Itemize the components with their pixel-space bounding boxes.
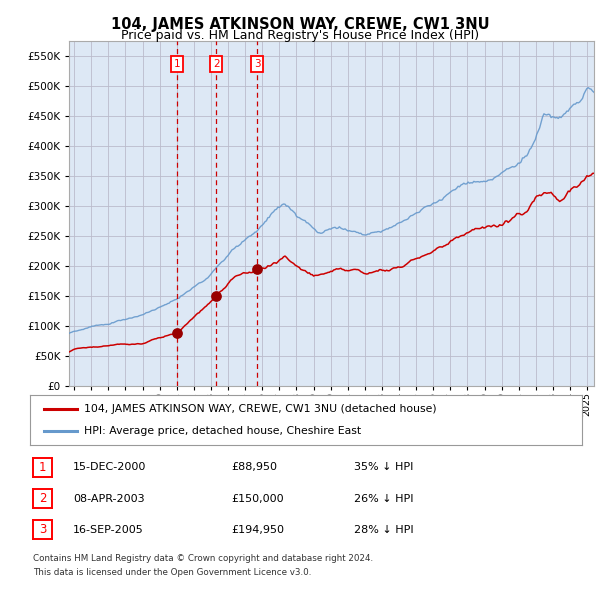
Text: 08-APR-2003: 08-APR-2003 [73,494,145,503]
Text: 1: 1 [173,59,180,68]
Text: 26% ↓ HPI: 26% ↓ HPI [354,494,413,503]
Text: 3: 3 [39,523,46,536]
Text: Contains HM Land Registry data © Crown copyright and database right 2024.: Contains HM Land Registry data © Crown c… [33,554,373,563]
Text: Price paid vs. HM Land Registry's House Price Index (HPI): Price paid vs. HM Land Registry's House … [121,30,479,42]
Text: 1: 1 [39,461,46,474]
Text: 35% ↓ HPI: 35% ↓ HPI [354,463,413,472]
Point [253,265,262,274]
Point [211,291,221,301]
Text: 104, JAMES ATKINSON WAY, CREWE, CW1 3NU: 104, JAMES ATKINSON WAY, CREWE, CW1 3NU [110,17,490,31]
Text: 16-SEP-2005: 16-SEP-2005 [73,525,144,535]
Text: 15-DEC-2000: 15-DEC-2000 [73,463,146,472]
Text: £194,950: £194,950 [231,525,284,535]
Text: 3: 3 [254,59,260,68]
Text: This data is licensed under the Open Government Licence v3.0.: This data is licensed under the Open Gov… [33,568,311,577]
Point [172,329,182,338]
Text: HPI: Average price, detached house, Cheshire East: HPI: Average price, detached house, Ches… [84,427,361,437]
Text: £150,000: £150,000 [231,494,284,503]
Text: £88,950: £88,950 [231,463,277,472]
Text: 2: 2 [39,492,46,505]
Text: 2: 2 [213,59,220,68]
Text: 28% ↓ HPI: 28% ↓ HPI [354,525,413,535]
Text: 104, JAMES ATKINSON WAY, CREWE, CW1 3NU (detached house): 104, JAMES ATKINSON WAY, CREWE, CW1 3NU … [84,404,437,414]
